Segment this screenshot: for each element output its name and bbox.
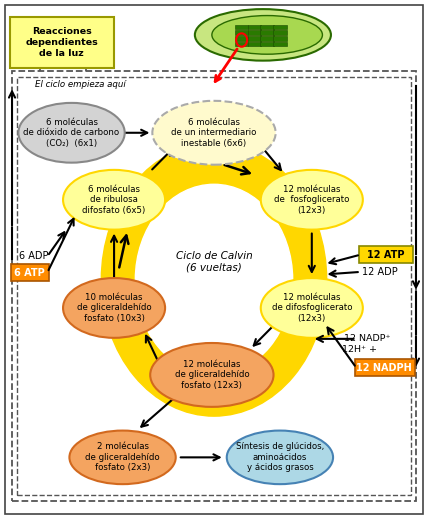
Text: 12 NADP⁺: 12 NADP⁺ — [344, 334, 390, 343]
FancyBboxPatch shape — [10, 17, 114, 68]
FancyBboxPatch shape — [11, 264, 49, 281]
FancyBboxPatch shape — [247, 36, 261, 40]
FancyBboxPatch shape — [273, 41, 287, 46]
Text: 6 moléculas
de ribulosa
difosfato (6x5): 6 moléculas de ribulosa difosfato (6x5) — [83, 185, 146, 214]
Ellipse shape — [63, 170, 165, 229]
Ellipse shape — [212, 16, 322, 54]
Text: 12 moléculas
de  fosfoglicerato
(12x3): 12 moléculas de fosfoglicerato (12x3) — [274, 185, 350, 214]
Ellipse shape — [227, 430, 333, 484]
Ellipse shape — [152, 101, 276, 165]
Circle shape — [135, 184, 293, 375]
FancyBboxPatch shape — [273, 30, 287, 35]
Text: 12 ATP: 12 ATP — [368, 250, 405, 260]
FancyBboxPatch shape — [273, 24, 287, 29]
FancyBboxPatch shape — [247, 30, 261, 35]
Text: 6 moléculas
de un intermediario
inestable (6x6): 6 moléculas de un intermediario inestabl… — [171, 118, 257, 148]
Ellipse shape — [69, 430, 176, 484]
FancyBboxPatch shape — [360, 246, 413, 263]
FancyBboxPatch shape — [260, 36, 274, 40]
FancyBboxPatch shape — [235, 41, 248, 46]
Text: Síntesis de glúcidos,
aminoácidos
y ácidos grasos: Síntesis de glúcidos, aminoácidos y ácid… — [236, 442, 324, 472]
Text: 6 ATP: 6 ATP — [14, 268, 45, 278]
Text: 12H⁺ +: 12H⁺ + — [342, 344, 377, 354]
Text: 12 moléculas
de gliceraldehído
fosfato (12x3): 12 moléculas de gliceraldehído fosfato (… — [175, 360, 249, 390]
Ellipse shape — [63, 278, 165, 338]
FancyBboxPatch shape — [235, 30, 248, 35]
FancyBboxPatch shape — [273, 36, 287, 40]
Text: 2 moléculas
de gliceraldehído
fosfato (2x3): 2 moléculas de gliceraldehído fosfato (2… — [85, 442, 160, 472]
Text: 10 moléculas
de gliceraldehído
fosfato (10x3): 10 moléculas de gliceraldehído fosfato (… — [77, 293, 152, 323]
Text: 12 moléculas
de difosfoglicerato
(12x3): 12 moléculas de difosfoglicerato (12x3) — [271, 293, 352, 323]
Ellipse shape — [261, 170, 363, 229]
Text: 12 NADPH: 12 NADPH — [356, 363, 412, 373]
FancyBboxPatch shape — [260, 41, 274, 46]
FancyBboxPatch shape — [260, 24, 274, 29]
Ellipse shape — [195, 9, 331, 61]
FancyBboxPatch shape — [247, 24, 261, 29]
Text: Ciclo de Calvin
(6 vueltas): Ciclo de Calvin (6 vueltas) — [175, 251, 253, 272]
FancyBboxPatch shape — [260, 30, 274, 35]
FancyBboxPatch shape — [235, 24, 248, 29]
Ellipse shape — [18, 103, 125, 163]
Text: 6 ADP: 6 ADP — [18, 251, 48, 262]
FancyBboxPatch shape — [247, 41, 261, 46]
Text: Reacciones
dependientes
de la luz: Reacciones dependientes de la luz — [25, 27, 98, 58]
Text: 12 ADP: 12 ADP — [362, 267, 398, 277]
FancyBboxPatch shape — [235, 36, 248, 40]
Circle shape — [101, 143, 327, 416]
FancyBboxPatch shape — [5, 5, 423, 514]
Ellipse shape — [150, 343, 273, 407]
Ellipse shape — [261, 278, 363, 338]
Text: 6 moléculas
de dióxido de carbono
(CO₂)  (6x1): 6 moléculas de dióxido de carbono (CO₂) … — [24, 118, 119, 148]
Text: El ciclo empieza aquí: El ciclo empieza aquí — [36, 80, 126, 89]
FancyBboxPatch shape — [355, 359, 415, 377]
